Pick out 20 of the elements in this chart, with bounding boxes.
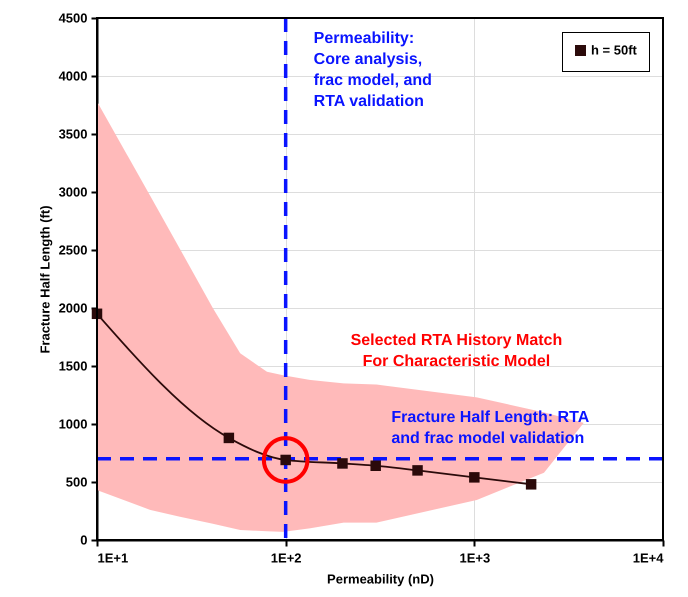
y-tick-label: 3500	[58, 126, 88, 142]
x-tick-label: 1E+3	[459, 550, 490, 566]
y-tick-label: 4500	[58, 10, 88, 26]
y-tick-label: 2000	[58, 300, 88, 316]
y-tick-label: 500	[66, 474, 88, 490]
x-axis-title: Permeability (nD)	[327, 572, 434, 586]
x-tick-label: 1E+2	[270, 550, 302, 566]
y-axis-title: Fracture Half Length (ft)	[38, 205, 53, 354]
y-tick-label: 0	[80, 532, 88, 548]
y-tick-label: 3000	[58, 184, 88, 200]
x-tick-label: 1E+1	[98, 550, 128, 566]
legend-label: h = 50ft	[591, 42, 638, 58]
ref-line-label: Permeability: Core analysis, frac model, and RTA validation	[314, 30, 432, 110]
y-tick-label: 4000	[58, 68, 88, 84]
x-tick-label: 1E+4	[632, 550, 664, 566]
y-tick-label: 2500	[58, 242, 88, 258]
annotation: Selected RTA History Match For Characteristic Model	[350, 332, 562, 370]
y-tick-label: 1500	[58, 358, 88, 374]
ref-line-label: Fracture Half Length: RTA and frac model validation	[391, 408, 590, 447]
y-tick-label: 1000	[58, 416, 88, 432]
